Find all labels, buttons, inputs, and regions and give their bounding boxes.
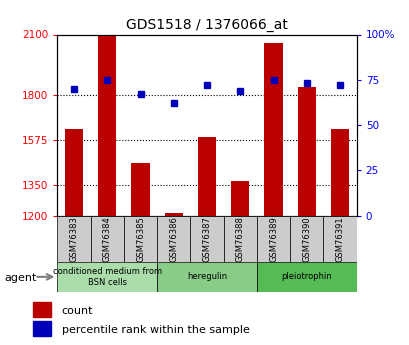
Bar: [231, 181, 249, 216]
Text: percentile rank within the sample: percentile rank within the sample: [61, 325, 249, 335]
Text: GSM76383: GSM76383: [70, 216, 79, 262]
Bar: [323, 216, 356, 262]
Bar: [33, 321, 51, 336]
Bar: [57, 216, 90, 262]
Bar: [131, 163, 149, 216]
Text: conditioned medium from
BSN cells: conditioned medium from BSN cells: [53, 267, 162, 287]
Bar: [256, 262, 356, 292]
Bar: [157, 216, 190, 262]
Bar: [164, 213, 182, 216]
Text: GSM76390: GSM76390: [301, 216, 310, 262]
Bar: [90, 216, 124, 262]
Bar: [157, 262, 256, 292]
Title: GDS1518 / 1376066_at: GDS1518 / 1376066_at: [126, 18, 287, 32]
Bar: [190, 216, 223, 262]
Bar: [330, 129, 348, 216]
Text: GSM76384: GSM76384: [103, 216, 112, 262]
Text: GSM76388: GSM76388: [235, 216, 244, 262]
Text: GSM76385: GSM76385: [136, 216, 145, 262]
Bar: [297, 87, 315, 216]
Text: GSM76391: GSM76391: [335, 216, 344, 262]
Bar: [223, 216, 256, 262]
Bar: [65, 129, 83, 216]
Text: agent: agent: [4, 273, 36, 283]
Text: GSM76386: GSM76386: [169, 216, 178, 262]
Text: pleiotrophin: pleiotrophin: [281, 272, 331, 282]
Bar: [290, 216, 323, 262]
Text: count: count: [61, 306, 93, 316]
Bar: [57, 262, 157, 292]
Bar: [98, 34, 116, 216]
Text: heregulin: heregulin: [187, 272, 227, 282]
Bar: [33, 302, 51, 317]
Bar: [264, 42, 282, 216]
Bar: [124, 216, 157, 262]
Text: GSM76387: GSM76387: [202, 216, 211, 262]
Bar: [256, 216, 290, 262]
Text: GSM76389: GSM76389: [268, 216, 277, 262]
Bar: [198, 137, 216, 216]
